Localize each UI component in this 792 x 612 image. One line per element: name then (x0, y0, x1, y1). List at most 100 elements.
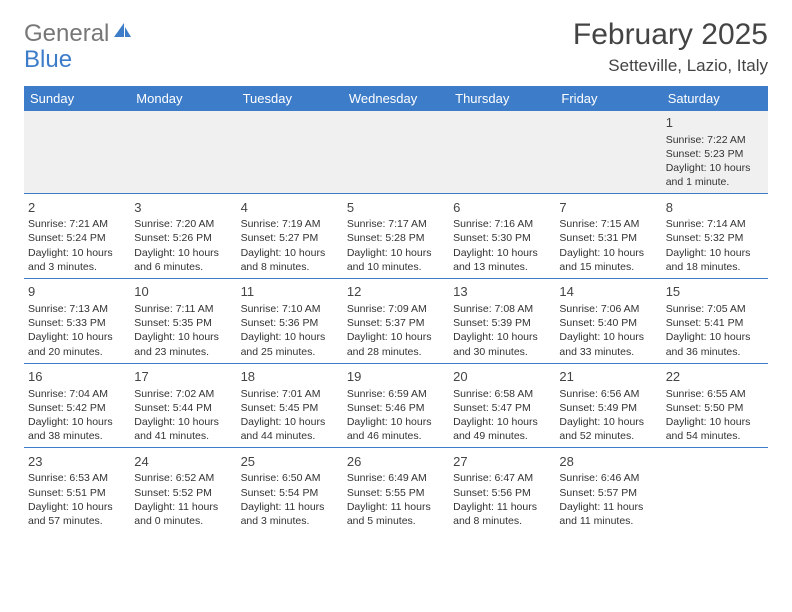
logo-text: General Blue (24, 18, 132, 74)
daylight-text: Daylight: 10 hours and 13 minutes. (453, 246, 551, 274)
sunrise-text: Sunrise: 7:16 AM (453, 217, 551, 231)
day-number: 10 (134, 283, 232, 301)
calendar-cell: 20Sunrise: 6:58 AMSunset: 5:47 PMDayligh… (449, 365, 555, 448)
sunset-text: Sunset: 5:23 PM (666, 147, 764, 161)
logo-word-1: General (24, 20, 109, 47)
daylight-text: Daylight: 10 hours and 38 minutes. (28, 415, 126, 443)
sunrise-text: Sunrise: 7:15 AM (559, 217, 657, 231)
calendar-cell: 10Sunrise: 7:11 AMSunset: 5:35 PMDayligh… (130, 280, 236, 363)
day-number: 20 (453, 368, 551, 386)
daylight-text: Daylight: 11 hours and 11 minutes. (559, 500, 657, 528)
sunrise-text: Sunrise: 7:05 AM (666, 302, 764, 316)
sunset-text: Sunset: 5:32 PM (666, 231, 764, 245)
daylight-text: Daylight: 10 hours and 10 minutes. (347, 246, 445, 274)
sunset-text: Sunset: 5:56 PM (453, 486, 551, 500)
sunset-text: Sunset: 5:46 PM (347, 401, 445, 415)
title-block: February 2025 Setteville, Lazio, Italy (573, 18, 768, 76)
sunset-text: Sunset: 5:47 PM (453, 401, 551, 415)
sunset-text: Sunset: 5:54 PM (241, 486, 339, 500)
sunset-text: Sunset: 5:28 PM (347, 231, 445, 245)
dow-mon: Monday (130, 86, 236, 111)
day-number: 9 (28, 283, 126, 301)
calendar-week-row: 16Sunrise: 7:04 AMSunset: 5:42 PMDayligh… (24, 365, 768, 448)
sunrise-text: Sunrise: 7:08 AM (453, 302, 551, 316)
calendar-week-row: 1Sunrise: 7:22 AMSunset: 5:23 PMDaylight… (24, 111, 768, 194)
calendar-cell: 22Sunrise: 6:55 AMSunset: 5:50 PMDayligh… (662, 365, 768, 448)
day-number: 21 (559, 368, 657, 386)
calendar-cell: 27Sunrise: 6:47 AMSunset: 5:56 PMDayligh… (449, 450, 555, 532)
day-number: 18 (241, 368, 339, 386)
calendar-table: Sunday Monday Tuesday Wednesday Thursday… (24, 86, 768, 532)
sunset-text: Sunset: 5:49 PM (559, 401, 657, 415)
calendar-cell: 2Sunrise: 7:21 AMSunset: 5:24 PMDaylight… (24, 196, 130, 279)
sunrise-text: Sunrise: 7:17 AM (347, 217, 445, 231)
sunset-text: Sunset: 5:52 PM (134, 486, 232, 500)
sunset-text: Sunset: 5:40 PM (559, 316, 657, 330)
sunset-text: Sunset: 5:33 PM (28, 316, 126, 330)
calendar-cell (24, 111, 130, 194)
dow-sat: Saturday (662, 86, 768, 111)
calendar-cell: 24Sunrise: 6:52 AMSunset: 5:52 PMDayligh… (130, 450, 236, 532)
sunrise-text: Sunrise: 6:55 AM (666, 387, 764, 401)
sunrise-text: Sunrise: 6:52 AM (134, 471, 232, 485)
sunset-text: Sunset: 5:57 PM (559, 486, 657, 500)
daylight-text: Daylight: 10 hours and 23 minutes. (134, 330, 232, 358)
sunrise-text: Sunrise: 7:09 AM (347, 302, 445, 316)
daylight-text: Daylight: 10 hours and 25 minutes. (241, 330, 339, 358)
daylight-text: Daylight: 10 hours and 20 minutes. (28, 330, 126, 358)
day-number: 6 (453, 199, 551, 217)
sunset-text: Sunset: 5:35 PM (134, 316, 232, 330)
day-number: 15 (666, 283, 764, 301)
calendar-week-row: 2Sunrise: 7:21 AMSunset: 5:24 PMDaylight… (24, 196, 768, 279)
daylight-text: Daylight: 10 hours and 57 minutes. (28, 500, 126, 528)
sail-icon (112, 21, 132, 41)
daylight-text: Daylight: 10 hours and 18 minutes. (666, 246, 764, 274)
day-number: 27 (453, 453, 551, 471)
sunset-text: Sunset: 5:55 PM (347, 486, 445, 500)
calendar-cell: 8Sunrise: 7:14 AMSunset: 5:32 PMDaylight… (662, 196, 768, 279)
sunrise-text: Sunrise: 7:14 AM (666, 217, 764, 231)
day-number: 3 (134, 199, 232, 217)
calendar-cell: 15Sunrise: 7:05 AMSunset: 5:41 PMDayligh… (662, 280, 768, 363)
calendar-week-row: 23Sunrise: 6:53 AMSunset: 5:51 PMDayligh… (24, 450, 768, 532)
calendar-cell: 23Sunrise: 6:53 AMSunset: 5:51 PMDayligh… (24, 450, 130, 532)
daylight-text: Daylight: 11 hours and 8 minutes. (453, 500, 551, 528)
daylight-text: Daylight: 10 hours and 33 minutes. (559, 330, 657, 358)
day-number: 14 (559, 283, 657, 301)
sunset-text: Sunset: 5:39 PM (453, 316, 551, 330)
calendar-cell (662, 450, 768, 532)
calendar-cell (130, 111, 236, 194)
sunset-text: Sunset: 5:51 PM (28, 486, 126, 500)
calendar-cell: 14Sunrise: 7:06 AMSunset: 5:40 PMDayligh… (555, 280, 661, 363)
sunrise-text: Sunrise: 7:20 AM (134, 217, 232, 231)
sunset-text: Sunset: 5:31 PM (559, 231, 657, 245)
sunset-text: Sunset: 5:30 PM (453, 231, 551, 245)
sunrise-text: Sunrise: 7:11 AM (134, 302, 232, 316)
daylight-text: Daylight: 10 hours and 36 minutes. (666, 330, 764, 358)
calendar-cell: 28Sunrise: 6:46 AMSunset: 5:57 PMDayligh… (555, 450, 661, 532)
day-number: 7 (559, 199, 657, 217)
calendar-cell: 7Sunrise: 7:15 AMSunset: 5:31 PMDaylight… (555, 196, 661, 279)
sunrise-text: Sunrise: 7:02 AM (134, 387, 232, 401)
daylight-text: Daylight: 10 hours and 41 minutes. (134, 415, 232, 443)
sunset-text: Sunset: 5:36 PM (241, 316, 339, 330)
calendar-cell: 11Sunrise: 7:10 AMSunset: 5:36 PMDayligh… (237, 280, 343, 363)
daylight-text: Daylight: 10 hours and 49 minutes. (453, 415, 551, 443)
logo-word-2: Blue (24, 46, 72, 73)
location: Setteville, Lazio, Italy (573, 56, 768, 76)
daylight-text: Daylight: 11 hours and 5 minutes. (347, 500, 445, 528)
sunrise-text: Sunrise: 7:04 AM (28, 387, 126, 401)
sunset-text: Sunset: 5:41 PM (666, 316, 764, 330)
header: General Blue February 2025 Setteville, L… (24, 18, 768, 76)
day-number: 8 (666, 199, 764, 217)
sunset-text: Sunset: 5:27 PM (241, 231, 339, 245)
day-number: 2 (28, 199, 126, 217)
dow-tue: Tuesday (237, 86, 343, 111)
day-number: 4 (241, 199, 339, 217)
daylight-text: Daylight: 10 hours and 6 minutes. (134, 246, 232, 274)
calendar-cell (343, 111, 449, 194)
sunrise-text: Sunrise: 6:58 AM (453, 387, 551, 401)
daylight-text: Daylight: 10 hours and 54 minutes. (666, 415, 764, 443)
calendar-cell: 4Sunrise: 7:19 AMSunset: 5:27 PMDaylight… (237, 196, 343, 279)
sunrise-text: Sunrise: 7:21 AM (28, 217, 126, 231)
